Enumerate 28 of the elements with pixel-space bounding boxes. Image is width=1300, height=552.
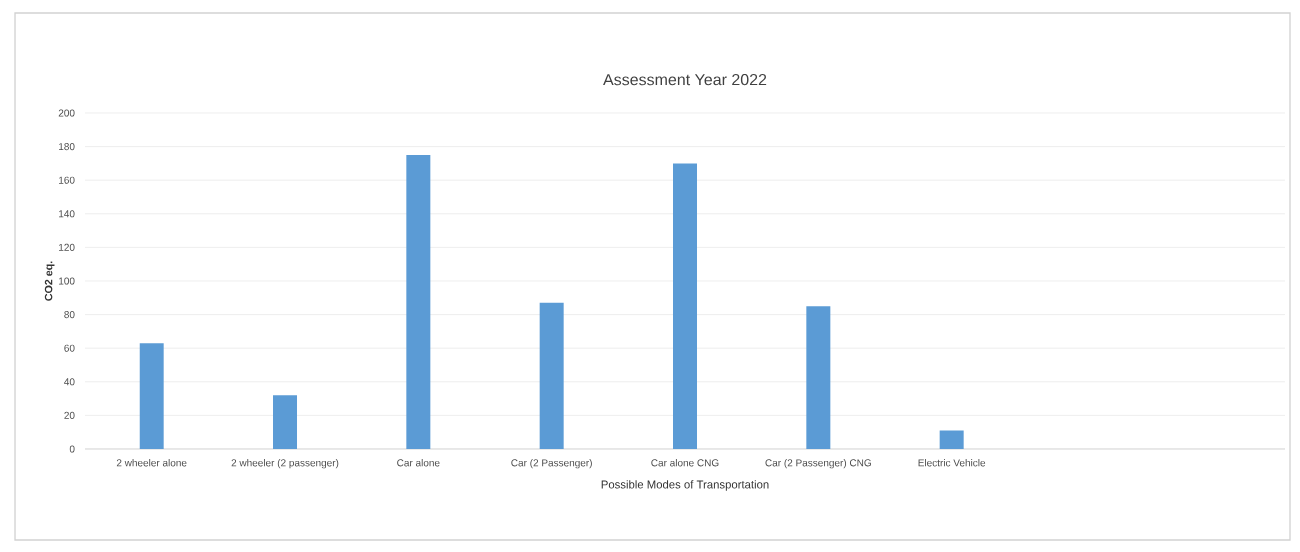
y-axis-title: CO2 eq. xyxy=(44,261,55,301)
bar xyxy=(406,154,431,449)
bar xyxy=(673,163,698,449)
x-axis-title: Possible Modes of Transportation xyxy=(601,480,769,491)
x-tick-label: Electric Vehicle xyxy=(918,459,986,467)
bar xyxy=(806,306,831,449)
y-tick-label: 160 xyxy=(59,176,75,184)
y-tick-label: 60 xyxy=(64,344,75,352)
y-tick-label: 120 xyxy=(59,243,75,251)
bar xyxy=(539,302,564,449)
x-tick-label: 2 wheeler (2 passenger) xyxy=(231,459,339,469)
y-tick-label: 140 xyxy=(59,210,75,218)
y-tick-label: 80 xyxy=(64,311,75,319)
y-tick-label: 20 xyxy=(64,411,75,419)
bar xyxy=(139,343,164,449)
chart-title: Assessment Year 2022 xyxy=(603,73,767,86)
bar xyxy=(273,395,298,449)
x-tick-label: Car (2 Passenger) CNG xyxy=(765,459,871,469)
y-tick-label: 0 xyxy=(69,445,75,453)
x-tick-label: Car (2 Passenger) xyxy=(511,459,592,469)
bar xyxy=(939,430,964,449)
x-tick-label: 2 wheeler alone xyxy=(116,459,187,467)
x-tick-label: Car alone xyxy=(397,459,440,467)
y-tick-label: 180 xyxy=(59,143,75,151)
x-tick-label: Car alone CNG xyxy=(651,459,719,467)
y-tick-label: 200 xyxy=(58,109,75,117)
y-tick-label: 100 xyxy=(59,277,75,285)
y-tick-label: 40 xyxy=(64,378,75,386)
